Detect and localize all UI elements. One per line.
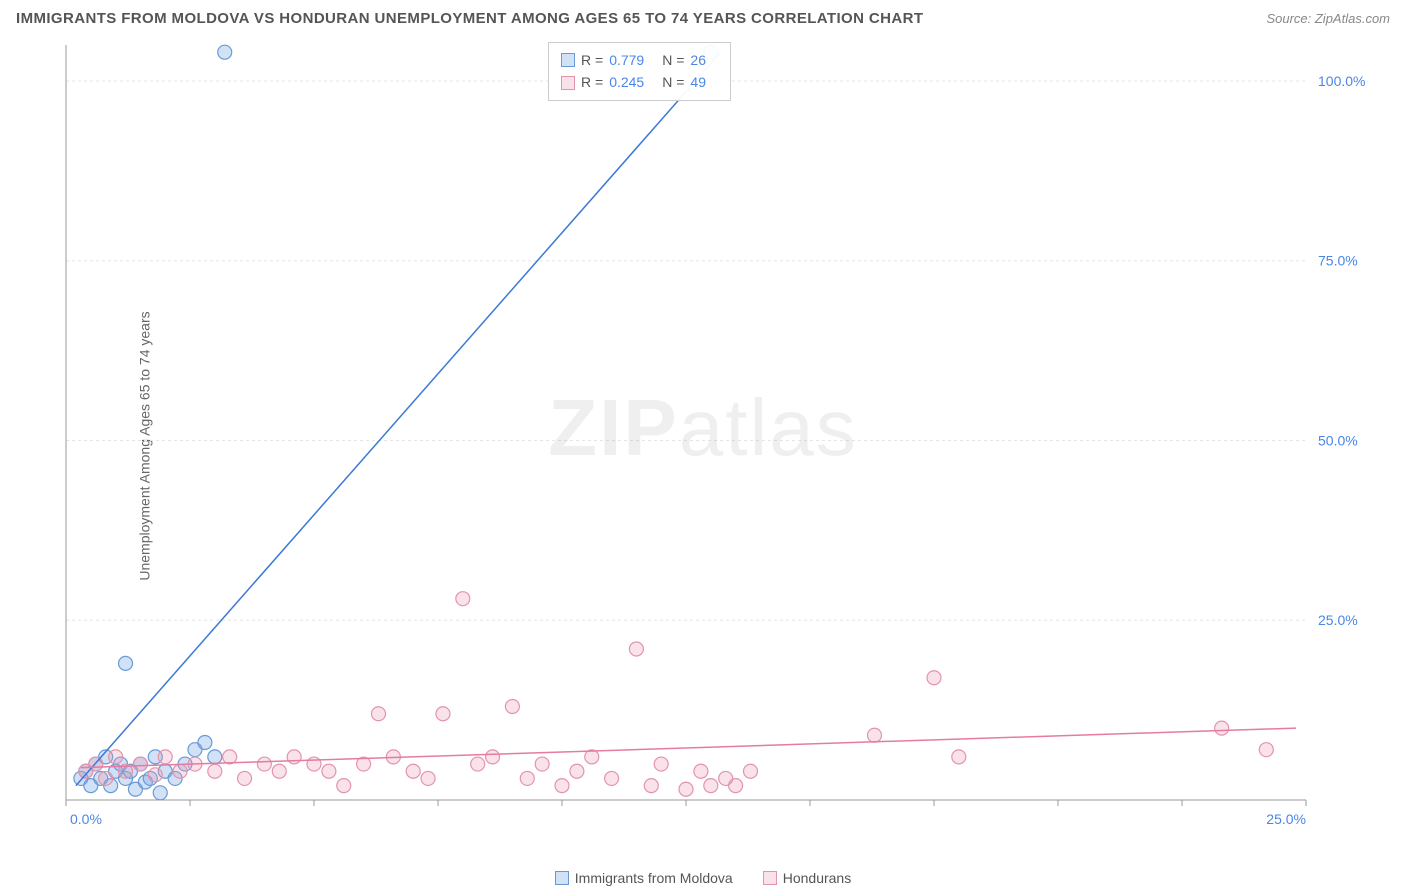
r-value-2: 0.245: [609, 71, 644, 93]
x-axis-legend: Immigrants from Moldova Hondurans: [0, 870, 1406, 886]
series-swatch-icon: [763, 871, 777, 885]
series-swatch-icon: [555, 871, 569, 885]
chart-title: IMMIGRANTS FROM MOLDOVA VS HONDURAN UNEM…: [16, 10, 923, 27]
series-swatch-icon: [561, 53, 575, 67]
correlation-row-2: R = 0.245 N = 49: [561, 71, 718, 93]
series-swatch-icon: [561, 76, 575, 90]
chart-header: IMMIGRANTS FROM MOLDOVA VS HONDURAN UNEM…: [16, 10, 1390, 27]
svg-text:25.0%: 25.0%: [1266, 811, 1306, 827]
legend-label-1: Immigrants from Moldova: [575, 870, 733, 886]
n-value-2: 49: [690, 71, 706, 93]
svg-text:75.0%: 75.0%: [1318, 253, 1358, 269]
r-value-1: 0.779: [609, 49, 644, 71]
legend-item-1: Immigrants from Moldova: [555, 870, 733, 886]
plot-area: 25.0% 50.0% 75.0% 100.0% 0.0% 25.0%: [56, 40, 1376, 840]
legend-item-2: Hondurans: [763, 870, 852, 886]
svg-text:100.0%: 100.0%: [1318, 73, 1365, 89]
legend-label-2: Hondurans: [783, 870, 852, 886]
scatter-chart-svg: 25.0% 50.0% 75.0% 100.0% 0.0% 25.0%: [56, 40, 1376, 840]
source-label: Source: ZipAtlas.com: [1266, 11, 1390, 26]
correlation-legend-box: R = 0.779 N = 26 R = 0.245 N = 49: [548, 42, 731, 101]
svg-text:50.0%: 50.0%: [1318, 432, 1358, 448]
correlation-row-1: R = 0.779 N = 26: [561, 49, 718, 71]
svg-text:25.0%: 25.0%: [1318, 612, 1358, 628]
svg-text:0.0%: 0.0%: [70, 811, 102, 827]
n-value-1: 26: [690, 49, 706, 71]
